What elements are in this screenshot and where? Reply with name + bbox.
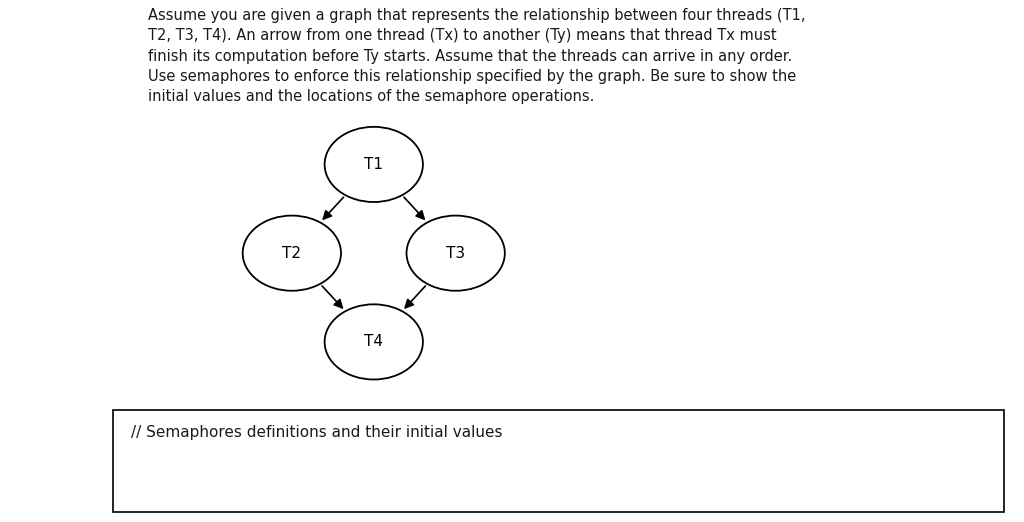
FancyBboxPatch shape — [113, 410, 1004, 512]
Text: T4: T4 — [365, 335, 383, 349]
Ellipse shape — [407, 216, 505, 291]
Text: Assume you are given a graph that represents the relationship between four threa: Assume you are given a graph that repres… — [148, 8, 806, 104]
Ellipse shape — [325, 127, 423, 202]
Text: T1: T1 — [365, 157, 383, 172]
Text: T3: T3 — [446, 246, 465, 260]
Ellipse shape — [325, 304, 423, 379]
Text: // Semaphores definitions and their initial values: // Semaphores definitions and their init… — [131, 425, 503, 441]
Text: T2: T2 — [283, 246, 301, 260]
Ellipse shape — [243, 216, 341, 291]
